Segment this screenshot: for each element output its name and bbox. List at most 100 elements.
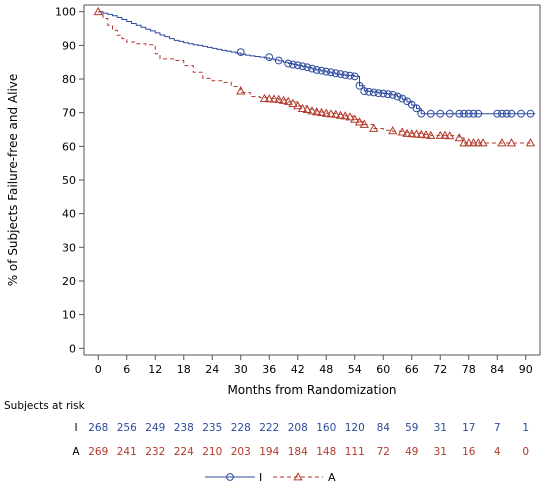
censor-mark-I — [445, 109, 454, 118]
censor-mark-A — [397, 127, 407, 136]
x-tick-label: 84 — [490, 363, 504, 376]
censor-mark-A — [236, 86, 246, 95]
censor-mark-I — [265, 53, 274, 62]
censor-mark-I — [379, 89, 388, 98]
censor-mark-A — [402, 128, 412, 137]
censor-mark-A — [497, 138, 507, 147]
censor-mark-A — [388, 126, 398, 135]
censor-mark-I — [308, 64, 316, 73]
censor-mark-A — [288, 98, 298, 107]
censor-mark-I — [455, 109, 464, 118]
censor-mark-I — [317, 66, 326, 75]
censor-mark-A — [345, 112, 355, 121]
risk-value: 59 — [405, 422, 418, 434]
censor-mark-A — [411, 129, 422, 138]
risk-value: 194 — [259, 446, 279, 458]
y-tick-label: 70 — [62, 107, 76, 120]
censor-mark-A — [468, 138, 479, 147]
censor-mark-I — [346, 71, 354, 80]
censor-mark-A — [340, 111, 350, 120]
x-tick-label: 42 — [291, 363, 305, 376]
censor-mark-A — [335, 110, 346, 119]
censor-mark-I — [393, 92, 402, 101]
censor-mark-I — [336, 70, 345, 78]
censor-mark-A — [445, 131, 455, 140]
y-tick-label: 30 — [62, 241, 76, 254]
y-tick-label: 50 — [62, 174, 76, 187]
censor-mark-I — [417, 109, 426, 118]
y-tick-label: 10 — [62, 309, 76, 322]
x-tick-label: 48 — [319, 363, 333, 376]
y-axis: 0 10 20 30 40 50 60 70 80 90 100 — [55, 6, 84, 355]
censor-mark-I — [407, 100, 416, 109]
censor-mark-A — [359, 119, 369, 128]
x-axis-title: Months from Randomization — [227, 383, 396, 397]
censor-mark-A — [464, 138, 474, 147]
censor-mark-I — [236, 48, 245, 57]
censor-mark-A — [283, 96, 293, 105]
censor-mark-I — [312, 66, 321, 74]
censor-mark-A — [259, 93, 270, 102]
censor-mark-I — [298, 62, 307, 71]
x-axis: 0 6 12 18 24 30 36 42 48 54 60 66 72 78 84 90 — [95, 355, 533, 376]
censor-mark-A — [440, 130, 450, 139]
series-layer — [93, 6, 536, 147]
risk-value: 7 — [494, 422, 501, 434]
x-tick-label: 24 — [205, 363, 219, 376]
x-tick-label: 60 — [376, 363, 390, 376]
y-tick-label: 40 — [62, 208, 76, 221]
censor-mark-A — [426, 130, 436, 139]
censor-mark-I — [284, 59, 293, 68]
risk-row-label: I — [74, 422, 77, 434]
censor-mark-A — [316, 107, 327, 117]
censor-mark-I — [384, 90, 392, 99]
risk-value: 184 — [288, 446, 308, 458]
censor-mark-A — [331, 109, 341, 118]
risk-value: 249 — [145, 422, 165, 434]
risk-value: 72 — [377, 446, 390, 458]
censor-mark-A — [274, 94, 284, 103]
risk-table: I 268 256 249 238 235 228 222 208 160 120 84 59 31 17 7… — [72, 422, 529, 458]
risk-value: 208 — [288, 422, 308, 434]
risk-value: 222 — [259, 422, 279, 434]
x-tick-label: 36 — [262, 363, 276, 376]
censor-mark-I — [498, 109, 506, 118]
y-tick-label: 20 — [62, 275, 76, 288]
y-tick-label: 0 — [69, 342, 76, 355]
risk-value: 203 — [231, 446, 251, 458]
censor-mark-A — [326, 109, 336, 118]
y-tick-label: 100 — [55, 6, 76, 19]
censor-mark-I — [327, 68, 335, 77]
censor-mark-I — [388, 90, 397, 99]
censor-mark-I — [436, 109, 445, 118]
risk-value: 120 — [345, 422, 365, 434]
censor-mark-A — [264, 94, 274, 103]
censor-mark-I — [341, 71, 350, 79]
x-tick-label: 90 — [519, 363, 533, 376]
censor-mark-A — [297, 103, 308, 113]
censor-mark-A — [302, 104, 312, 114]
censor-mark-I — [360, 87, 369, 96]
risk-value: 224 — [174, 446, 194, 458]
censor-mark-A — [416, 129, 426, 138]
risk-value: 31 — [434, 446, 447, 458]
censor-mark-I — [502, 109, 511, 118]
censor-mark-I — [365, 87, 373, 96]
censor-mark-I — [369, 88, 378, 97]
risk-value: 235 — [202, 422, 222, 434]
censor-mark-A — [525, 138, 536, 147]
x-tick-label: 12 — [148, 363, 162, 376]
censor-mark-A — [435, 130, 445, 139]
censor-mark-I — [322, 67, 331, 76]
censor-mark-A — [293, 101, 303, 110]
censor-mark-I — [289, 60, 297, 69]
censor-mark-I — [507, 109, 516, 118]
risk-value: 49 — [405, 446, 418, 458]
censor-mark-I — [460, 109, 468, 118]
risk-value: 31 — [434, 422, 447, 434]
censor-mark-I — [274, 56, 283, 65]
risk-value: 228 — [231, 422, 251, 434]
series-line-I — [98, 11, 536, 115]
